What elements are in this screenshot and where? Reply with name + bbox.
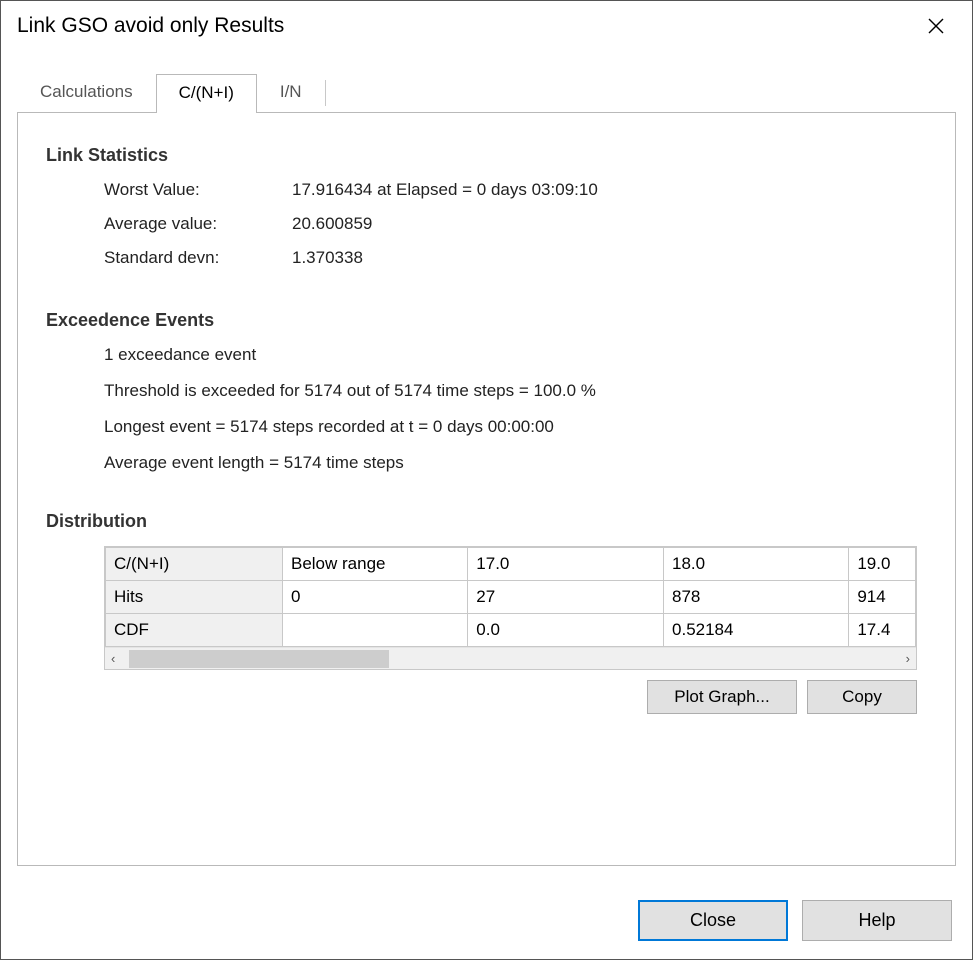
link-statistics-block: Worst Value: 17.916434 at Elapsed = 0 da… (46, 180, 927, 282)
cell: 914 (849, 581, 916, 614)
exceedence-heading: Exceedence Events (46, 310, 927, 331)
stat-label: Standard devn: (104, 248, 292, 268)
cell: 19.0 (849, 548, 916, 581)
table-row: C/(N+I) Below range 17.0 18.0 19.0 (106, 548, 916, 581)
stat-row-worst: Worst Value: 17.916434 at Elapsed = 0 da… (104, 180, 927, 200)
link-statistics-heading: Link Statistics (46, 145, 927, 166)
stat-label: Worst Value: (104, 180, 292, 200)
stat-row-average: Average value: 20.600859 (104, 214, 927, 234)
table-row: Hits 0 27 878 914 (106, 581, 916, 614)
plot-graph-button[interactable]: Plot Graph... (647, 680, 797, 714)
scroll-left-icon[interactable]: ‹ (111, 651, 115, 666)
cell: 878 (664, 581, 849, 614)
distribution-heading: Distribution (46, 511, 927, 532)
close-button[interactable]: Close (638, 900, 788, 941)
tab-strip: Calculations C/(N+I) I/N (17, 73, 956, 112)
tab-separator (325, 80, 326, 106)
horizontal-scrollbar[interactable]: ‹ › (105, 647, 916, 669)
stat-value: 1.370338 (292, 248, 363, 268)
scroll-right-icon[interactable]: › (906, 651, 910, 666)
tab-cni[interactable]: C/(N+I) (156, 74, 257, 113)
tab-panel: Link Statistics Worst Value: 17.916434 a… (17, 112, 956, 866)
row-header: Hits (106, 581, 283, 614)
cell: 27 (468, 581, 664, 614)
cell: 0.0 (468, 614, 664, 647)
distribution-table-wrap: C/(N+I) Below range 17.0 18.0 19.0 Hits … (104, 546, 917, 670)
distribution-table: C/(N+I) Below range 17.0 18.0 19.0 Hits … (105, 547, 916, 647)
stat-row-stddev: Standard devn: 1.370338 (104, 248, 927, 268)
copy-button[interactable]: Copy (807, 680, 917, 714)
window-title: Link GSO avoid only Results (17, 14, 284, 38)
tab-calculations[interactable]: Calculations (17, 73, 156, 112)
content-area: Calculations C/(N+I) I/N Link Statistics… (1, 55, 972, 882)
exceed-line: Average event length = 5174 time steps (104, 453, 927, 473)
help-button[interactable]: Help (802, 900, 952, 941)
table-row: CDF 0.0 0.52184 17.4 (106, 614, 916, 647)
exceed-line: 1 exceedance event (104, 345, 927, 365)
cell: Below range (282, 548, 467, 581)
dialog-window: Link GSO avoid only Results Calculations… (0, 0, 973, 960)
exceed-line: Longest event = 5174 steps recorded at t… (104, 417, 927, 437)
scrollbar-thumb[interactable] (129, 650, 389, 668)
distribution-buttons: Plot Graph... Copy (46, 680, 917, 714)
row-header: CDF (106, 614, 283, 647)
dialog-footer: Close Help (1, 882, 972, 959)
titlebar: Link GSO avoid only Results (1, 1, 972, 55)
stat-label: Average value: (104, 214, 292, 234)
cell: 0 (282, 581, 467, 614)
cell: 17.0 (468, 548, 664, 581)
exceedence-block: 1 exceedance event Threshold is exceeded… (46, 345, 927, 489)
row-header: C/(N+I) (106, 548, 283, 581)
cell (282, 614, 467, 647)
stat-value: 17.916434 at Elapsed = 0 days 03:09:10 (292, 180, 598, 200)
close-icon[interactable] (916, 11, 956, 41)
cell: 0.52184 (664, 614, 849, 647)
stat-value: 20.600859 (292, 214, 372, 234)
cell: 17.4 (849, 614, 916, 647)
tab-in[interactable]: I/N (257, 73, 325, 112)
exceed-line: Threshold is exceeded for 5174 out of 51… (104, 381, 927, 401)
cell: 18.0 (664, 548, 849, 581)
